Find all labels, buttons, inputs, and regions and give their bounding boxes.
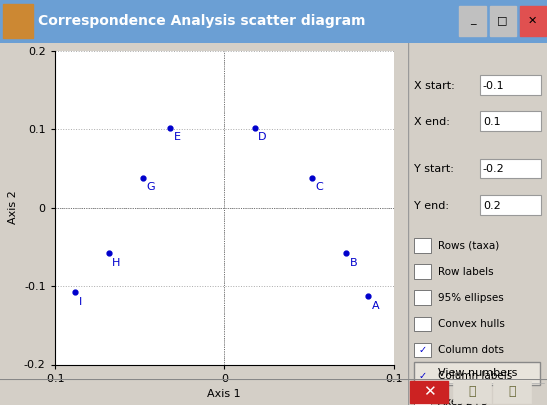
Bar <box>415 238 431 253</box>
Text: 0.1: 0.1 <box>483 117 501 127</box>
Text: Correspondence Analysis scatter diagram: Correspondence Analysis scatter diagram <box>38 14 366 28</box>
Text: 0.2: 0.2 <box>483 200 501 211</box>
Bar <box>415 343 431 357</box>
Text: H: H <box>112 258 121 268</box>
Y-axis label: Axis 2: Axis 2 <box>8 191 19 224</box>
Text: G: G <box>146 182 155 192</box>
Text: Y end:: Y end: <box>415 200 450 211</box>
Text: Axes 2+3: Axes 2+3 <box>438 397 488 405</box>
Text: Column dots: Column dots <box>438 345 504 355</box>
Text: -0.2: -0.2 <box>483 164 504 175</box>
FancyBboxPatch shape <box>480 158 542 179</box>
Bar <box>453 381 491 403</box>
Bar <box>415 369 431 383</box>
Bar <box>415 317 431 331</box>
Text: ⬛: ⬛ <box>468 385 476 399</box>
Text: ⬛: ⬛ <box>508 385 516 399</box>
Bar <box>415 395 431 405</box>
Text: Rows (taxa): Rows (taxa) <box>438 241 499 251</box>
Text: B: B <box>350 258 357 268</box>
FancyBboxPatch shape <box>480 111 542 131</box>
Text: X end:: X end: <box>415 117 450 127</box>
Bar <box>415 290 431 305</box>
Text: Y start:: Y start: <box>415 164 455 175</box>
Text: D: D <box>258 132 267 142</box>
Text: -0.1: -0.1 <box>483 81 504 91</box>
Bar <box>459 6 486 36</box>
Text: A: A <box>372 301 380 311</box>
Text: Column labels: Column labels <box>438 371 513 381</box>
Bar <box>415 264 431 279</box>
Text: _: _ <box>470 15 475 26</box>
X-axis label: Axis 1: Axis 1 <box>207 389 241 399</box>
Bar <box>493 381 531 403</box>
Bar <box>520 6 546 36</box>
FancyBboxPatch shape <box>480 195 542 215</box>
Text: ✓: ✓ <box>419 371 427 381</box>
Text: View numbers: View numbers <box>438 369 517 378</box>
Bar <box>490 6 516 36</box>
Bar <box>410 381 448 403</box>
FancyBboxPatch shape <box>415 362 540 385</box>
FancyBboxPatch shape <box>480 75 542 95</box>
Text: □: □ <box>497 15 508 26</box>
Text: ✕: ✕ <box>528 15 538 26</box>
Text: ✕: ✕ <box>423 384 435 399</box>
Text: E: E <box>173 132 181 142</box>
Text: C: C <box>316 182 324 192</box>
Text: X start:: X start: <box>415 81 455 91</box>
Text: I: I <box>78 297 82 307</box>
Text: 95% ellipses: 95% ellipses <box>438 293 504 303</box>
Bar <box>3 4 33 38</box>
Text: ✓: ✓ <box>419 345 427 355</box>
Text: Row labels: Row labels <box>438 266 494 277</box>
Text: Convex hulls: Convex hulls <box>438 319 505 329</box>
